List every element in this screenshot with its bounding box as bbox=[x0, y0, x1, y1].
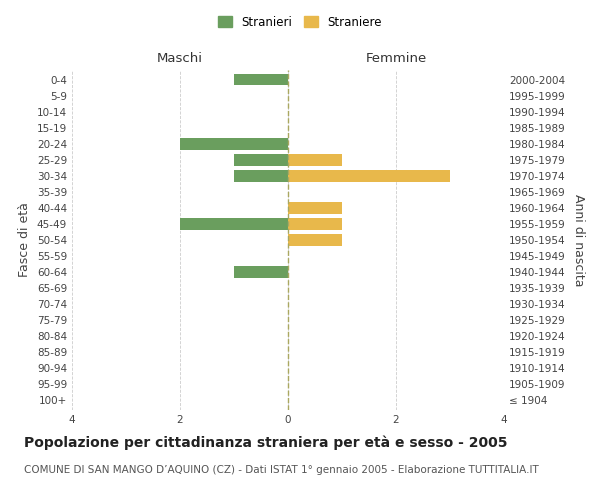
Bar bbox=[288, 202, 342, 213]
Bar bbox=[234, 266, 288, 278]
Bar bbox=[234, 170, 288, 181]
Bar bbox=[288, 154, 342, 166]
Bar bbox=[288, 218, 342, 230]
Text: COMUNE DI SAN MANGO D’AQUINO (CZ) - Dati ISTAT 1° gennaio 2005 - Elaborazione TU: COMUNE DI SAN MANGO D’AQUINO (CZ) - Dati… bbox=[24, 465, 539, 475]
Legend: Stranieri, Straniere: Stranieri, Straniere bbox=[213, 11, 387, 34]
Y-axis label: Anni di nascita: Anni di nascita bbox=[572, 194, 585, 286]
Bar bbox=[180, 138, 288, 149]
Bar bbox=[234, 154, 288, 166]
Text: Femmine: Femmine bbox=[365, 52, 427, 65]
Bar bbox=[180, 218, 288, 230]
Bar bbox=[234, 74, 288, 86]
Bar bbox=[288, 234, 342, 246]
Bar bbox=[288, 170, 450, 181]
Text: Popolazione per cittadinanza straniera per età e sesso - 2005: Popolazione per cittadinanza straniera p… bbox=[24, 435, 508, 450]
Text: Maschi: Maschi bbox=[157, 52, 203, 65]
Y-axis label: Fasce di età: Fasce di età bbox=[19, 202, 31, 278]
